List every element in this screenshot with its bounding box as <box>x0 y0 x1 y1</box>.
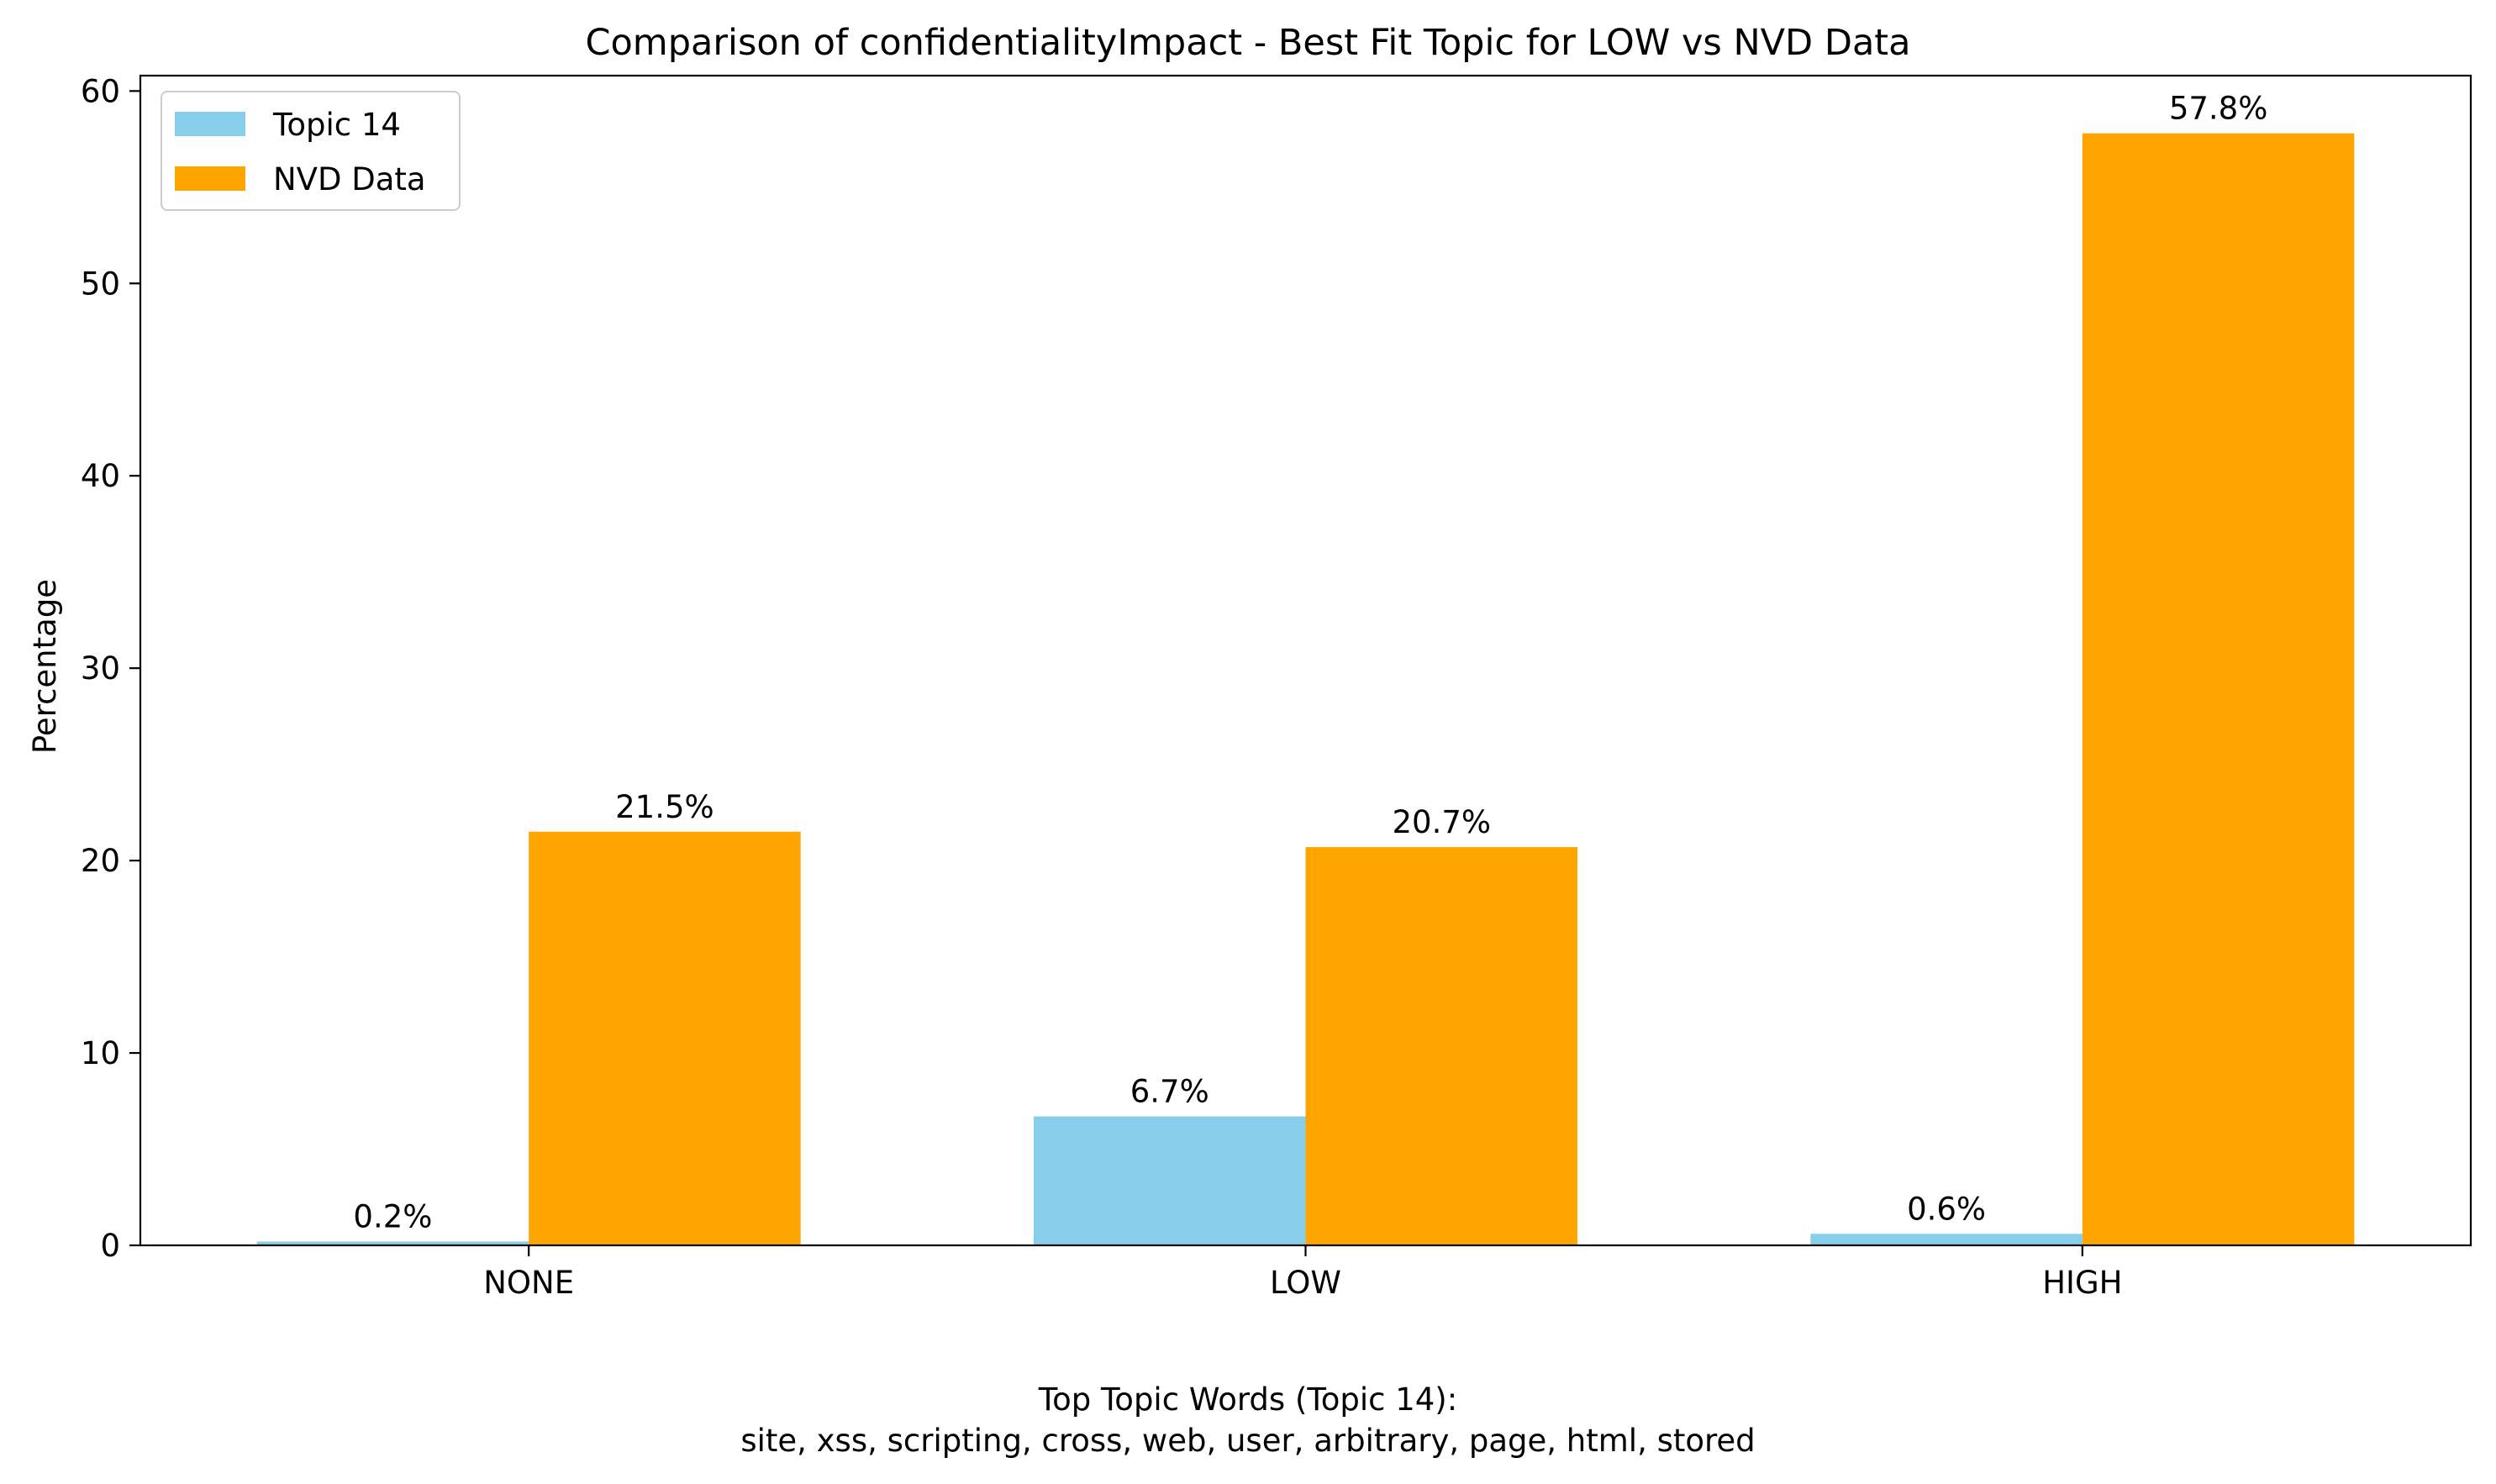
bar-nvd-data-high <box>2082 133 2355 1245</box>
y-tick-label-10: 10 <box>81 1035 120 1071</box>
bar-nvd-data-low <box>1305 847 1578 1245</box>
data-label-nvd-data-high: 57.8% <box>2169 91 2268 127</box>
y-tick-label-50: 50 <box>81 266 120 302</box>
footnote-words: site, xss, scripting, cross, web, user, … <box>740 1423 1755 1459</box>
data-label-topic-14-low: 6.7% <box>1130 1074 1209 1110</box>
plot-area: 0.2% 6.7% 0.6% 21.5% 20.7% 57.8% 0 10 20 30 40 50 60… <box>81 73 2472 1301</box>
data-label-topic-14-none: 0.2% <box>353 1198 432 1234</box>
y-tick-label-60: 60 <box>81 73 120 109</box>
y-tick-label-20: 20 <box>81 843 120 879</box>
legend: Topic 14 NVD Data <box>161 91 461 211</box>
y-axis-label: Percentage <box>27 579 63 754</box>
data-label-topic-14-high: 0.6% <box>1907 1191 1986 1227</box>
y-tick-label-30: 30 <box>81 650 120 687</box>
x-tick-label-low: LOW <box>1270 1265 1341 1301</box>
data-label-nvd-data-low: 20.7% <box>1392 804 1491 840</box>
legend-swatch-nvd-data <box>175 166 245 191</box>
footnote-heading: Top Topic Words (Topic 14): <box>1038 1381 1457 1418</box>
x-tick-label-none: NONE <box>483 1265 574 1301</box>
y-tick-label-40: 40 <box>81 458 120 494</box>
data-label-nvd-data-none: 21.5% <box>615 789 714 825</box>
y-tick-label-0: 0 <box>100 1228 120 1264</box>
legend-label-topic-14: Topic 14 <box>272 107 401 143</box>
legend-label-nvd-data: NVD Data <box>273 161 426 197</box>
bar-topic-14-low <box>1033 1116 1306 1245</box>
x-tick-label-high: HIGH <box>2042 1265 2122 1301</box>
bar-topic-14-none <box>256 1241 529 1245</box>
chart-title: Comparison of confidentialityImpact - Be… <box>585 22 1910 64</box>
legend-swatch-topic-14 <box>175 112 245 136</box>
bar-nvd-data-none <box>529 831 801 1245</box>
bar-topic-14-high <box>1810 1234 2083 1245</box>
